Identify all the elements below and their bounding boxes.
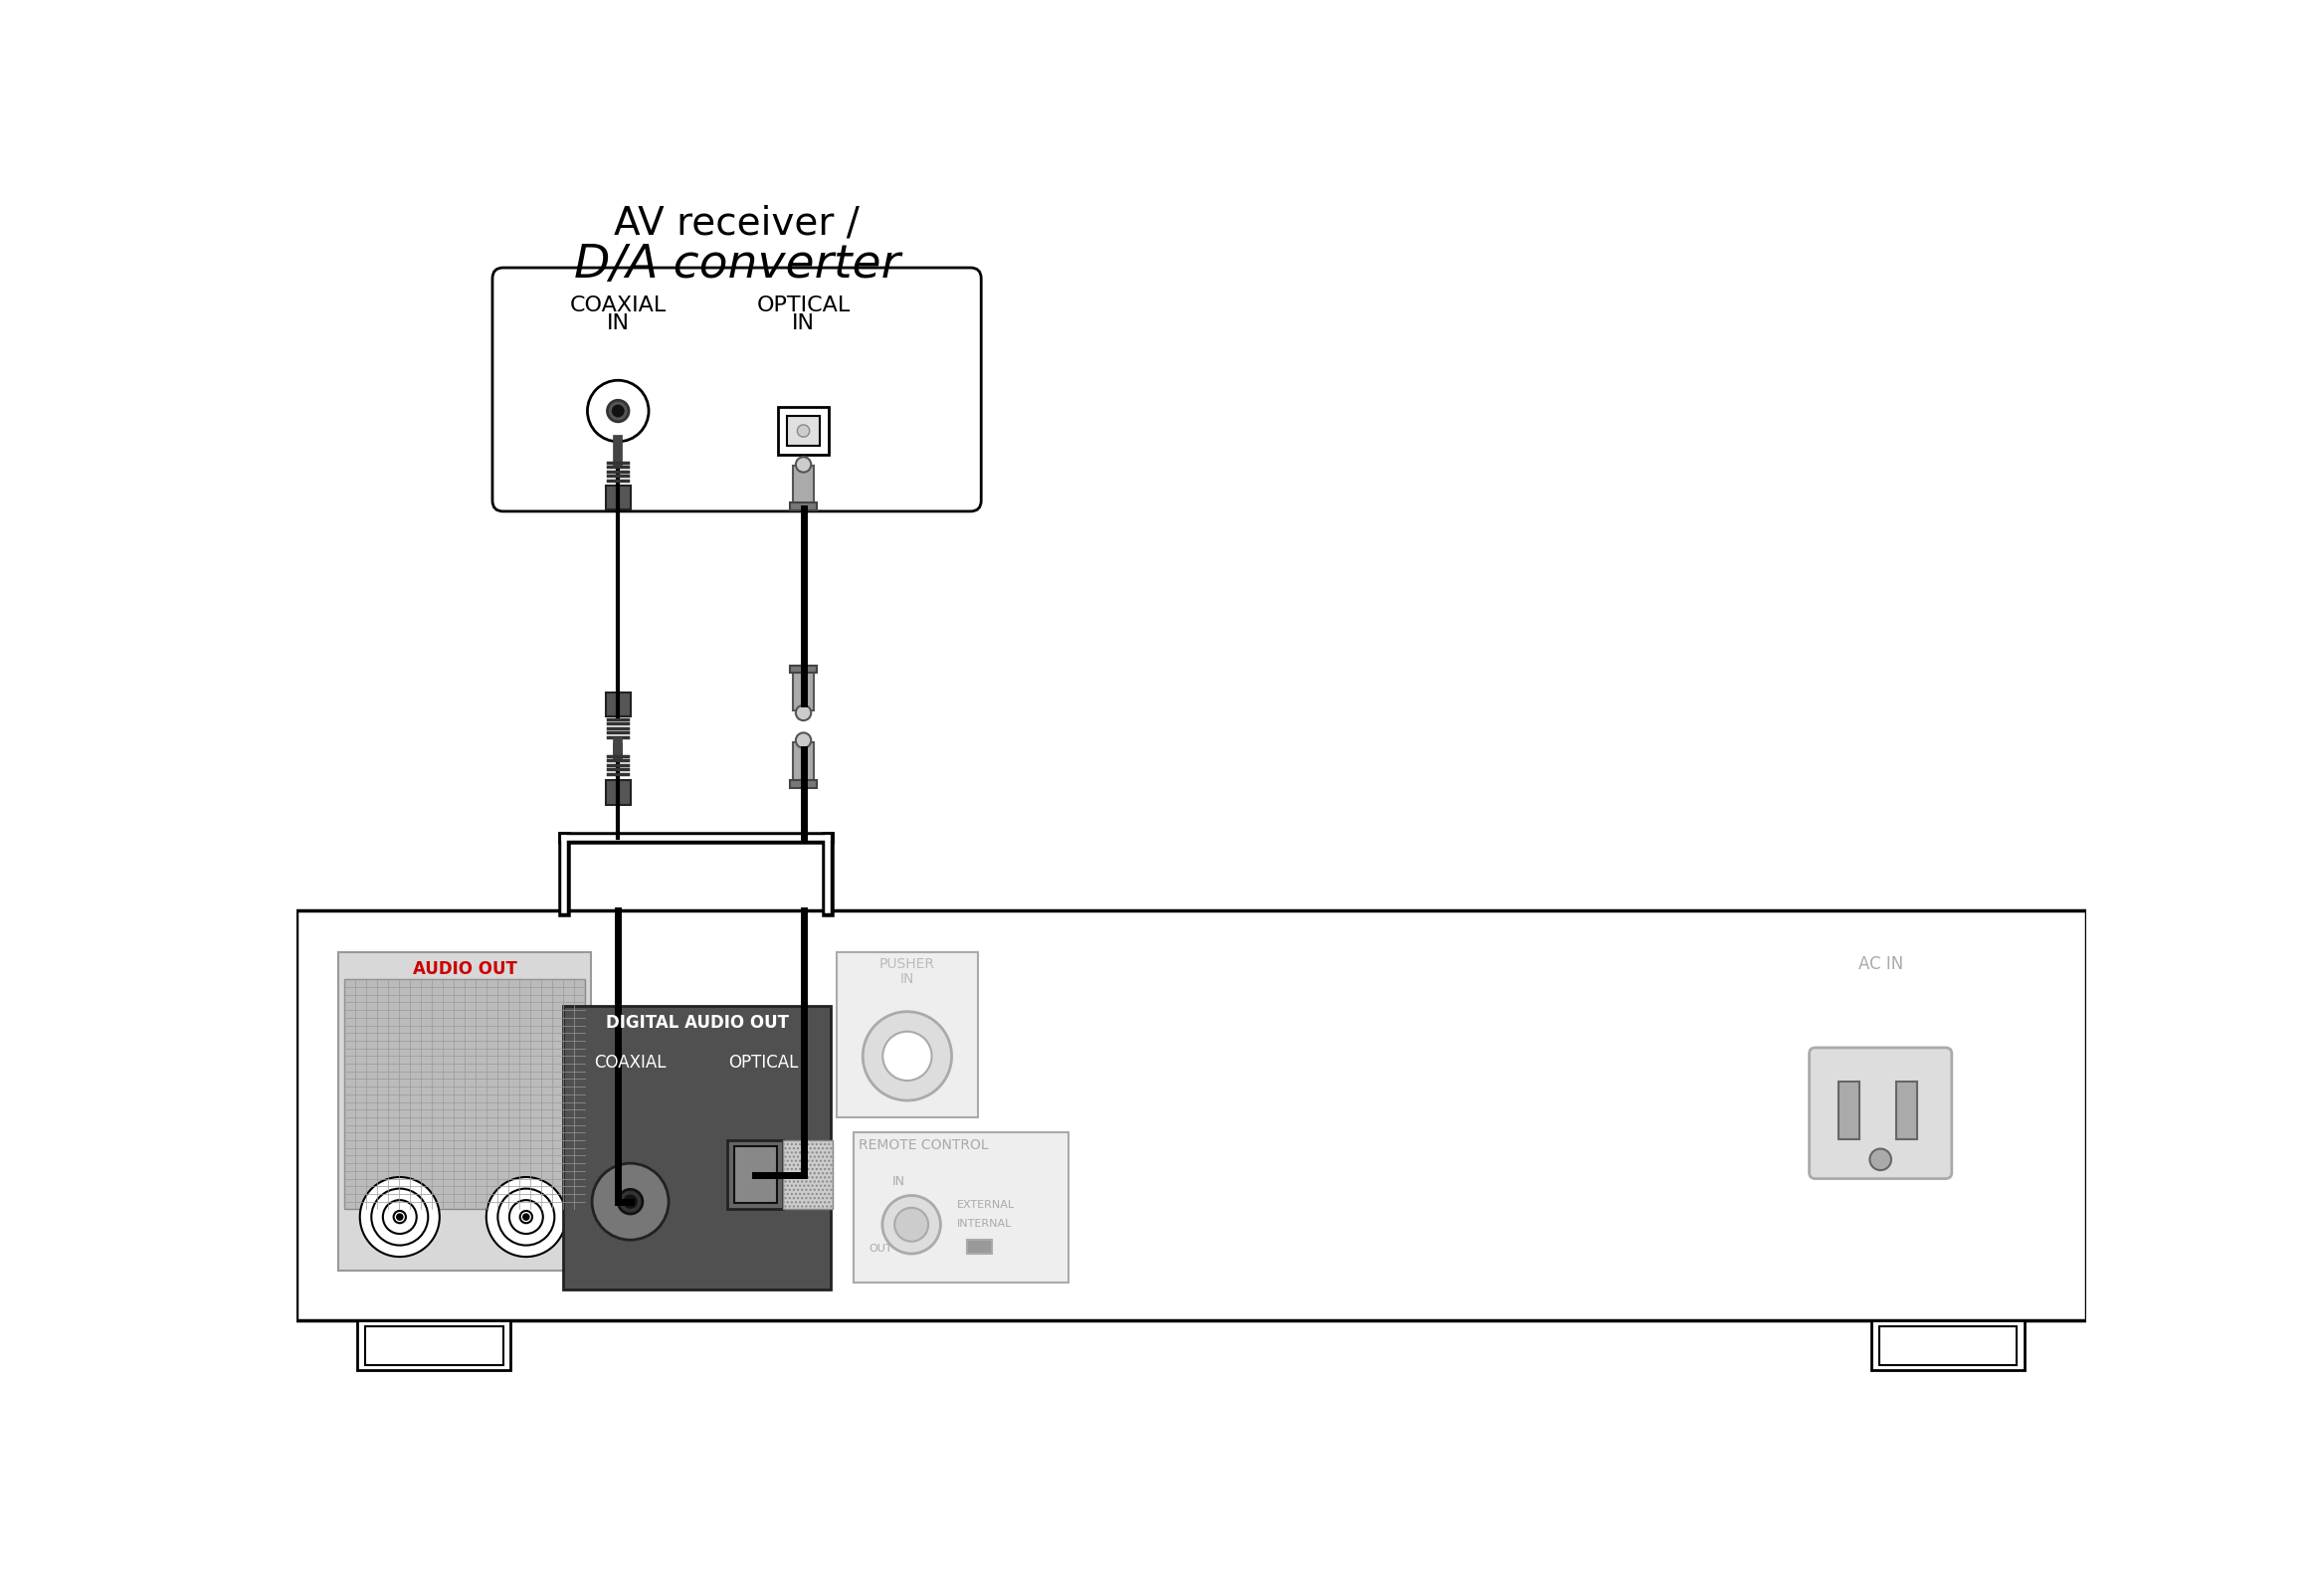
Bar: [344, 980, 586, 1209]
Circle shape: [883, 1031, 932, 1080]
Text: OPTICAL: OPTICAL: [730, 1053, 799, 1072]
Text: DIGITAL AUDIO OUT: DIGITAL AUDIO OUT: [607, 1013, 788, 1032]
Circle shape: [614, 406, 623, 417]
Bar: [297, 910, 2087, 1321]
Circle shape: [486, 1177, 567, 1256]
Bar: [727, 1140, 783, 1209]
Circle shape: [795, 706, 811, 720]
Circle shape: [383, 1201, 416, 1234]
Text: D/A converter: D/A converter: [574, 243, 899, 287]
Bar: [792, 742, 813, 782]
Circle shape: [895, 1209, 927, 1242]
Circle shape: [360, 1177, 439, 1256]
Circle shape: [521, 1210, 532, 1223]
Bar: [358, 1321, 511, 1370]
Bar: [607, 485, 630, 509]
Text: IN: IN: [892, 1175, 906, 1188]
Bar: [562, 1006, 832, 1289]
Bar: [1880, 1326, 2017, 1366]
Circle shape: [795, 733, 811, 749]
Circle shape: [883, 1196, 941, 1253]
Bar: [837, 953, 978, 1118]
Bar: [1871, 1321, 2024, 1370]
Bar: [967, 1240, 992, 1253]
Bar: [792, 671, 813, 711]
Text: AC IN: AC IN: [1857, 955, 1903, 972]
Bar: [790, 503, 816, 511]
Bar: [790, 665, 816, 672]
Circle shape: [509, 1201, 544, 1234]
Bar: [607, 780, 630, 804]
Text: REMOTE CONTROL: REMOTE CONTROL: [858, 1139, 988, 1151]
Text: COAXIAL: COAXIAL: [595, 1053, 667, 1072]
Bar: [788, 417, 820, 446]
Bar: [365, 1326, 502, 1366]
Text: IN: IN: [607, 314, 630, 333]
Bar: [792, 466, 813, 506]
Bar: [1896, 1082, 1917, 1140]
Text: PUSHER: PUSHER: [878, 958, 934, 971]
Circle shape: [523, 1213, 530, 1220]
Circle shape: [618, 1190, 641, 1213]
Text: IN: IN: [899, 972, 913, 986]
Circle shape: [393, 1210, 407, 1223]
Text: COAXIAL: COAXIAL: [569, 295, 667, 316]
Circle shape: [625, 1196, 637, 1209]
Text: OUT: OUT: [869, 1243, 892, 1253]
Bar: [734, 1147, 776, 1204]
Circle shape: [497, 1188, 555, 1245]
Bar: [607, 691, 630, 717]
Text: EXTERNAL: EXTERNAL: [957, 1201, 1016, 1210]
Bar: [790, 780, 816, 788]
Bar: [853, 1132, 1069, 1281]
Bar: [783, 1140, 832, 1209]
Circle shape: [588, 381, 648, 441]
Bar: [779, 408, 830, 455]
Text: AV receiver /: AV receiver /: [614, 205, 860, 243]
Circle shape: [372, 1188, 428, 1245]
Text: IN: IN: [792, 314, 816, 333]
FancyBboxPatch shape: [1810, 1048, 1952, 1178]
Circle shape: [1871, 1148, 1892, 1170]
Text: INTERNAL: INTERNAL: [957, 1218, 1013, 1229]
Circle shape: [607, 400, 630, 422]
Circle shape: [397, 1213, 402, 1220]
Bar: [339, 953, 590, 1270]
Circle shape: [593, 1163, 669, 1240]
FancyBboxPatch shape: [493, 268, 981, 511]
Circle shape: [795, 457, 811, 473]
Bar: [1838, 1082, 1859, 1140]
Circle shape: [797, 425, 809, 438]
Text: OPTICAL: OPTICAL: [758, 295, 851, 316]
Circle shape: [862, 1012, 951, 1101]
Text: AUDIO OUT: AUDIO OUT: [414, 960, 516, 979]
